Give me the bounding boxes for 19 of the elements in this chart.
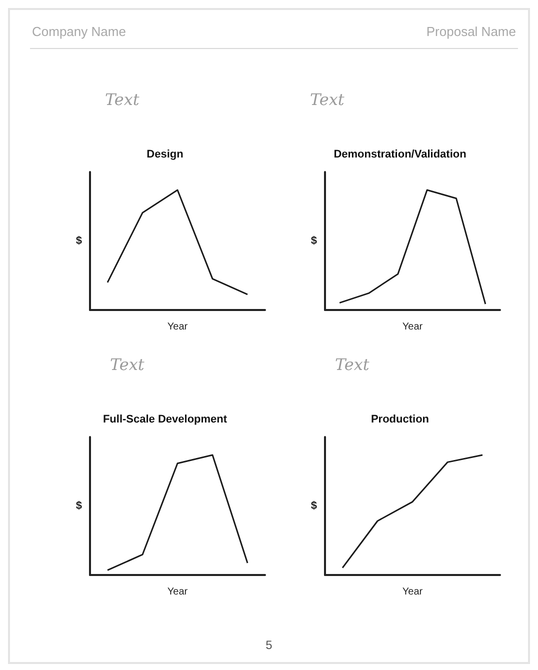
y-axis-title: $ (76, 500, 82, 512)
x-axis-title: Year (402, 586, 424, 598)
text: Text (310, 90, 344, 109)
chart-title: Demonstration/Validation (334, 148, 467, 160)
x-axis-title: Year (402, 322, 424, 332)
text: Text (105, 90, 140, 109)
text: Text (335, 355, 370, 374)
y-axis-title: $ (310, 235, 317, 247)
text: Company Name (32, 24, 126, 39)
y-axis-title: $ (310, 500, 317, 512)
y-axis-title: $ (76, 235, 82, 247)
x-axis-title: Year (167, 322, 188, 332)
chart-title: Production (370, 414, 430, 426)
x-axis-title: Year (167, 586, 188, 598)
text: 5 (264, 638, 274, 652)
chart-title: Design (146, 148, 184, 160)
chart-title: Full-Scale Development (102, 414, 228, 426)
text: Text (110, 355, 144, 374)
text: Proposal Name (426, 24, 516, 39)
